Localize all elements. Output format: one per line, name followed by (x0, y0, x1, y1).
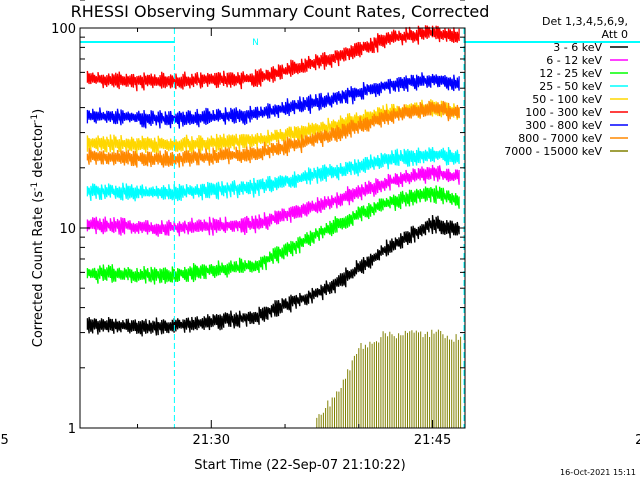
series-trace (86, 164, 460, 237)
series-6 (86, 72, 460, 129)
series-3 (86, 147, 460, 202)
series-layer (86, 25, 462, 428)
x-tick-label: 21:45 (414, 433, 451, 448)
legend-label: 3 - 6 keV (553, 41, 602, 54)
legend-label: 6 - 12 keV (546, 54, 602, 67)
series-4 (86, 99, 460, 155)
series-trace (86, 99, 460, 155)
chart-title: RHESSI Observing Summary Count Rates, Co… (71, 2, 490, 21)
y-axis-label-exp2: -1 (30, 114, 40, 123)
legend-label: 800 - 7000 keV (518, 132, 602, 145)
y-axis-label-middle: detector (31, 122, 46, 182)
x-tick-label: 21:15 (0, 433, 9, 448)
legend-label: 25 - 50 keV (539, 80, 602, 93)
series-trace (86, 72, 460, 129)
series-8 (316, 329, 462, 428)
series-trace (86, 185, 460, 285)
legend-label: 300 - 800 keV (525, 119, 602, 132)
y-axis-label-prefix: Corrected Count Rate (s (31, 191, 46, 348)
legend-label: 7000 - 15000 keV (504, 145, 602, 158)
series-2 (86, 185, 460, 285)
series-trace (316, 329, 462, 428)
legend-label: 100 - 300 keV (525, 106, 602, 119)
legend-header-detectors: Det 1,3,4,5,6,9, (542, 15, 628, 28)
x-tick-label: 22:00 (635, 433, 640, 448)
y-tick-label: 100 (51, 22, 76, 37)
annotation-label: N (252, 38, 259, 48)
y-axis-ticks: 1 10 100 (51, 0, 465, 437)
y-tick-label: 1 (68, 422, 76, 437)
series-1 (86, 164, 460, 237)
legend-label: 12 - 25 keV (539, 67, 602, 80)
series-trace (86, 147, 460, 202)
x-axis-label: Start Time (22-Sep-07 21:10:22) (194, 458, 405, 473)
series-trace (86, 100, 460, 168)
y-axis-label: Corrected Count Rate (s-1 detector-1) (30, 109, 46, 347)
legend-label: 50 - 100 keV (532, 93, 602, 106)
series-5 (86, 25, 460, 92)
timestamp: 16-Oct-2021 15:11 (560, 468, 636, 477)
series-7 (86, 100, 460, 168)
series-trace (86, 215, 460, 337)
y-tick-label: 10 (59, 222, 76, 237)
series-trace (86, 25, 460, 92)
y-axis-label-exp1: -1 (30, 182, 40, 191)
y-axis-label-suffix: ) (31, 109, 46, 114)
x-tick-label: 21:30 (193, 433, 230, 448)
series-0 (86, 215, 460, 337)
legend-header-attenuator: Att 0 (602, 28, 628, 41)
